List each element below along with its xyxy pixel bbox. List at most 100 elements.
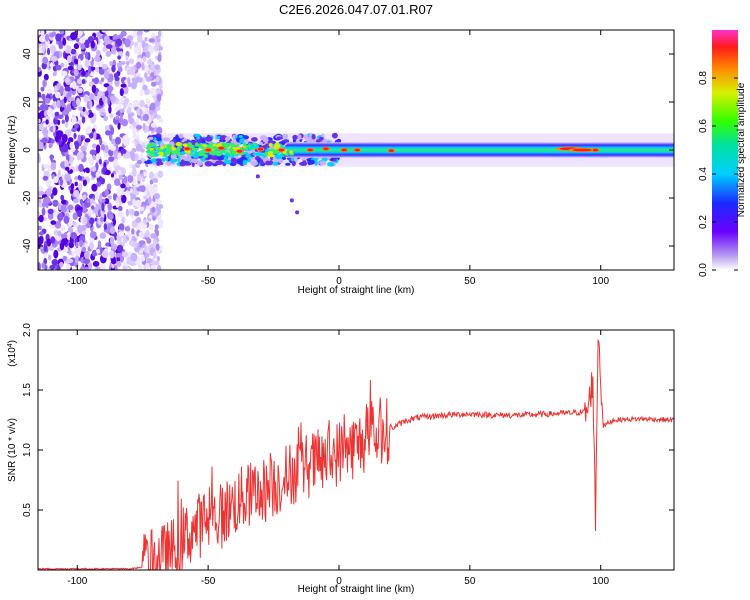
noise-blob <box>60 225 66 231</box>
noise-blob <box>119 108 125 113</box>
noise-blob <box>50 154 54 162</box>
noise-blob <box>122 238 128 244</box>
noise-blob <box>114 76 120 82</box>
colorbar-tick-label: 0.0 <box>698 263 709 277</box>
colorbar-tick-label: 0.6 <box>698 119 709 133</box>
noise-blob <box>60 194 65 201</box>
noise-blob <box>61 119 65 124</box>
noise-blob <box>135 76 140 82</box>
noise-blob <box>150 233 157 239</box>
band-blob <box>157 161 164 166</box>
band-blob <box>165 155 169 162</box>
band-core-blob <box>267 151 274 155</box>
noise-blob <box>62 143 69 153</box>
noise-blob <box>93 131 97 141</box>
y-tick-label: 20 <box>22 96 33 108</box>
noise-blob <box>61 238 68 246</box>
colorbar-title: Normalized spectral amplitude <box>736 82 747 217</box>
band-blob <box>201 139 205 144</box>
noise-blob <box>84 266 89 270</box>
band-blob <box>155 136 162 141</box>
colorbar-gradient <box>712 30 738 270</box>
hot-spot-core <box>218 146 224 150</box>
noise-blob <box>82 106 86 112</box>
noise-blob <box>104 189 109 196</box>
noise-blob <box>108 87 112 97</box>
noise-blob <box>112 149 119 156</box>
band-core-blob <box>232 146 238 150</box>
noise-blob <box>73 69 79 77</box>
noise-blob <box>59 261 64 268</box>
band-blob <box>303 135 309 139</box>
noise-blob <box>129 66 133 75</box>
noise-blob <box>73 189 80 198</box>
noise-blob <box>57 169 61 177</box>
noise-blob <box>103 223 108 231</box>
noise-blob <box>102 46 107 53</box>
noise-blob <box>42 56 49 65</box>
noise-blob <box>123 175 128 184</box>
noise-blob <box>120 183 126 189</box>
noise-blob <box>72 212 78 221</box>
noise-blob <box>150 87 157 97</box>
noise-blob <box>151 206 156 213</box>
noise-blob <box>74 181 78 187</box>
noise-blob <box>132 132 137 139</box>
band-core-blob <box>192 153 200 159</box>
noise-blob <box>146 238 152 244</box>
noise-blob <box>74 123 79 129</box>
band-blob <box>251 137 258 142</box>
noise-blob <box>38 236 44 245</box>
noise-blob <box>103 115 108 122</box>
noise-blob <box>150 264 156 270</box>
figure-title: C2E6.2026.047.07.01.R07 <box>279 2 433 17</box>
noise-blob <box>77 224 83 234</box>
noise-blob <box>152 251 157 259</box>
noise-blob <box>63 215 70 224</box>
noise-blob <box>56 83 61 90</box>
band-core-blob <box>208 151 213 155</box>
noise-blob <box>111 243 117 250</box>
noise-blob <box>77 78 83 85</box>
noise-blob <box>90 60 94 67</box>
noise-blob <box>60 233 68 239</box>
x-tick-label: 50 <box>464 276 476 287</box>
noise-blob <box>84 138 91 143</box>
band-blob <box>274 154 283 160</box>
noise-blob <box>154 193 161 200</box>
noise-blob <box>41 202 47 208</box>
noise-blob <box>79 240 84 248</box>
noise-blob <box>56 99 61 109</box>
hot-spot-core <box>572 148 593 152</box>
band-core-blob <box>228 142 235 146</box>
noise-blob <box>143 30 150 33</box>
noise-blob <box>58 203 62 211</box>
noise-blob <box>130 188 133 194</box>
noise-blob <box>91 249 98 257</box>
snr-ticks: -100 -50 0 50 100 0.5 1.0 1.5 2.0 <box>22 323 674 587</box>
noise-blob <box>96 50 101 57</box>
noise-blob <box>128 117 135 124</box>
band-blob <box>311 133 316 140</box>
y-tick-label: -20 <box>22 190 33 205</box>
noise-blob <box>157 54 162 63</box>
noise-blob <box>156 114 162 120</box>
band-blob <box>215 160 224 165</box>
noise-blob <box>43 196 51 204</box>
hot-spot-core <box>354 148 361 152</box>
noise-blob <box>50 220 57 225</box>
noise-blob <box>60 70 68 77</box>
band-core-blob <box>221 142 226 146</box>
noise-blob <box>89 132 94 139</box>
noise-blob <box>82 179 87 187</box>
noise-blob <box>121 251 128 258</box>
y-tick-label: 0 <box>22 147 33 153</box>
noise-blob <box>57 114 64 119</box>
noise-blob <box>138 43 142 48</box>
colorbar: 0.0 0.2 0.4 0.6 0.8 Normalized spectral ampl… <box>698 30 747 277</box>
band-core-blob <box>152 145 157 148</box>
noise-blob <box>42 175 49 181</box>
noise-blob <box>40 86 45 92</box>
noise-blob <box>78 58 81 67</box>
noise-blob <box>85 111 90 116</box>
